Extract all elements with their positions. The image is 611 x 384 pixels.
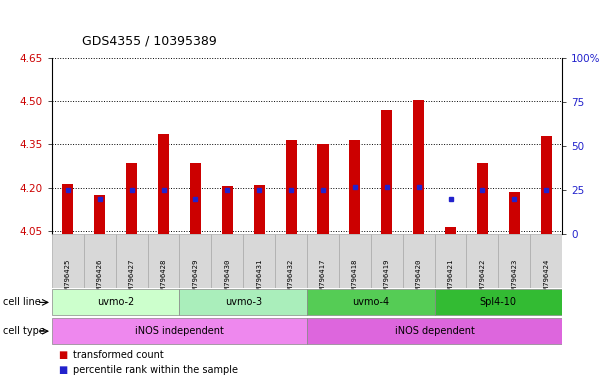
Bar [307,234,339,288]
Text: iNOS dependent: iNOS dependent [395,326,475,336]
Bar [180,290,307,315]
Bar [445,227,456,234]
Bar [434,290,562,315]
Bar [317,144,329,234]
Text: GSM796425: GSM796425 [65,258,71,298]
Bar [84,234,115,288]
Bar [254,185,265,234]
Text: GSM796421: GSM796421 [447,258,453,298]
Text: cell line: cell line [3,297,41,308]
Text: GSM796417: GSM796417 [320,258,326,298]
Text: GSM796418: GSM796418 [352,258,358,298]
Text: GSM796431: GSM796431 [256,258,262,298]
Bar [307,290,434,315]
Bar [530,234,562,288]
Text: ■: ■ [58,366,67,376]
Bar [285,140,297,234]
Text: GDS4355 / 10395389: GDS4355 / 10395389 [82,35,218,48]
Bar [275,234,307,288]
Bar [349,140,360,234]
Text: uvmo-2: uvmo-2 [97,297,134,308]
Bar [413,99,424,234]
Bar [115,234,148,288]
Bar [434,234,466,288]
Text: uvmo-4: uvmo-4 [352,297,389,308]
Bar [509,192,520,234]
Bar [148,234,180,288]
Text: GSM796423: GSM796423 [511,258,518,298]
Text: cell type: cell type [3,326,45,336]
Bar [180,234,211,288]
Text: GSM796422: GSM796422 [480,258,485,298]
Bar [466,234,499,288]
Bar [52,318,307,344]
Bar [62,184,73,234]
Text: GSM796424: GSM796424 [543,258,549,298]
Bar [477,163,488,234]
Bar [243,234,275,288]
Text: GSM796426: GSM796426 [97,258,103,298]
Bar [381,110,392,234]
Text: percentile rank within the sample: percentile rank within the sample [73,366,238,376]
Text: GSM796420: GSM796420 [415,258,422,298]
Text: uvmo-3: uvmo-3 [225,297,262,308]
Text: GSM796432: GSM796432 [288,258,294,298]
Text: GSM796419: GSM796419 [384,258,390,298]
Bar [403,234,434,288]
Text: GSM796429: GSM796429 [192,258,199,298]
Bar [190,163,201,234]
Bar [541,136,552,234]
Bar [211,234,243,288]
Bar [158,134,169,234]
Bar [307,318,562,344]
Bar [52,234,84,288]
Text: GSM796428: GSM796428 [161,258,167,298]
Text: iNOS independent: iNOS independent [135,326,224,336]
Bar [499,234,530,288]
Text: ■: ■ [58,350,67,360]
Bar [222,187,233,234]
Text: Spl4-10: Spl4-10 [480,297,517,308]
Bar [371,234,403,288]
Text: GSM796427: GSM796427 [129,258,134,298]
Text: GSM796430: GSM796430 [224,258,230,298]
Text: transformed count: transformed count [73,350,164,360]
Bar [126,163,137,234]
Bar [339,234,371,288]
Bar [52,290,180,315]
Bar [94,195,105,234]
